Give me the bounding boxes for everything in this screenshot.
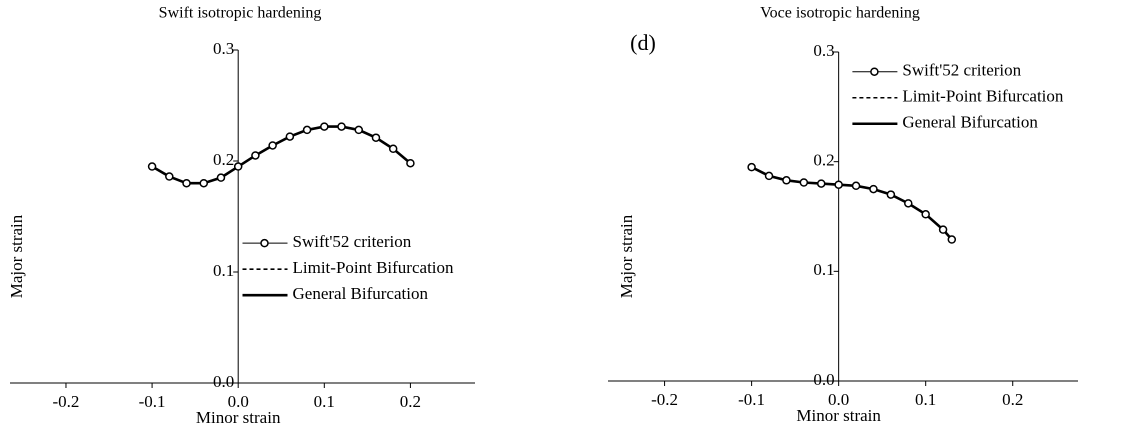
marker	[285, 132, 295, 141]
marker	[388, 144, 398, 154]
marker	[302, 125, 312, 135]
marker	[764, 171, 774, 181]
y-tick-label: 0.2	[813, 151, 834, 170]
legend-label: Swift'52 criterion	[293, 232, 412, 251]
x-tick-label: -0.2	[651, 390, 678, 409]
y-tick-label: 0.3	[813, 41, 834, 60]
x-tick-label: 0.1	[314, 392, 335, 411]
marker	[921, 210, 930, 219]
x-tick-label: 0.2	[400, 392, 421, 411]
marker	[320, 122, 329, 131]
panel-label: (d)	[630, 30, 656, 55]
marker	[337, 122, 346, 131]
y-tick-label: 0.1	[213, 261, 234, 280]
series-line	[751, 165, 953, 241]
x-tick-label: 0.1	[915, 390, 936, 409]
chart-title: Swift isotropic hardening	[159, 5, 322, 22]
x-axis-label: Minor strain	[796, 406, 881, 425]
marker	[406, 158, 415, 168]
series-line	[151, 125, 411, 184]
marker	[354, 125, 363, 135]
y-tick-label: 0.0	[813, 370, 834, 389]
marker	[816, 179, 826, 188]
marker	[268, 141, 277, 150]
marker	[371, 133, 381, 142]
marker	[869, 184, 878, 194]
marker	[886, 190, 896, 199]
legend-marker	[260, 238, 269, 248]
y-tick-label: 0.2	[213, 150, 234, 169]
y-tick-label: 0.3	[213, 39, 234, 58]
marker	[216, 173, 226, 182]
marker	[851, 181, 861, 191]
series-line	[151, 126, 411, 184]
legend-marker	[870, 67, 879, 76]
legend-label: Limit-Point Bifurcation	[902, 87, 1064, 106]
y-axis-label: Major strain	[617, 214, 636, 298]
legend-label: Swift'52 criterion	[902, 61, 1021, 80]
marker	[165, 172, 174, 181]
marker	[904, 199, 913, 208]
x-tick-label: 0.0	[828, 390, 849, 409]
y-tick-label: 0.0	[213, 372, 234, 391]
marker	[834, 180, 843, 189]
marker	[233, 162, 243, 171]
marker	[182, 178, 191, 188]
marker	[938, 225, 948, 234]
marker	[251, 151, 260, 160]
x-tick-label: 0.0	[228, 392, 249, 411]
marker	[147, 162, 157, 171]
x-axis-label: Minor strain	[196, 408, 281, 427]
marker	[199, 178, 208, 188]
x-tick-label: -0.2	[53, 392, 80, 411]
legend-label: Limit-Point Bifurcation	[293, 258, 455, 277]
marker	[947, 235, 957, 244]
x-tick-label: 0.2	[1002, 390, 1023, 409]
marker	[747, 162, 756, 172]
chart-title: Voce isotropic hardening	[760, 5, 920, 22]
legend-label: General Bifurcation	[902, 113, 1038, 132]
x-tick-label: -0.1	[738, 390, 765, 409]
y-axis-label: Major strain	[7, 214, 26, 298]
marker	[799, 178, 809, 187]
marker	[782, 176, 791, 185]
x-tick-label: -0.1	[139, 392, 166, 411]
y-tick-label: 0.1	[813, 260, 834, 279]
legend-label: General Bifurcation	[293, 284, 429, 303]
